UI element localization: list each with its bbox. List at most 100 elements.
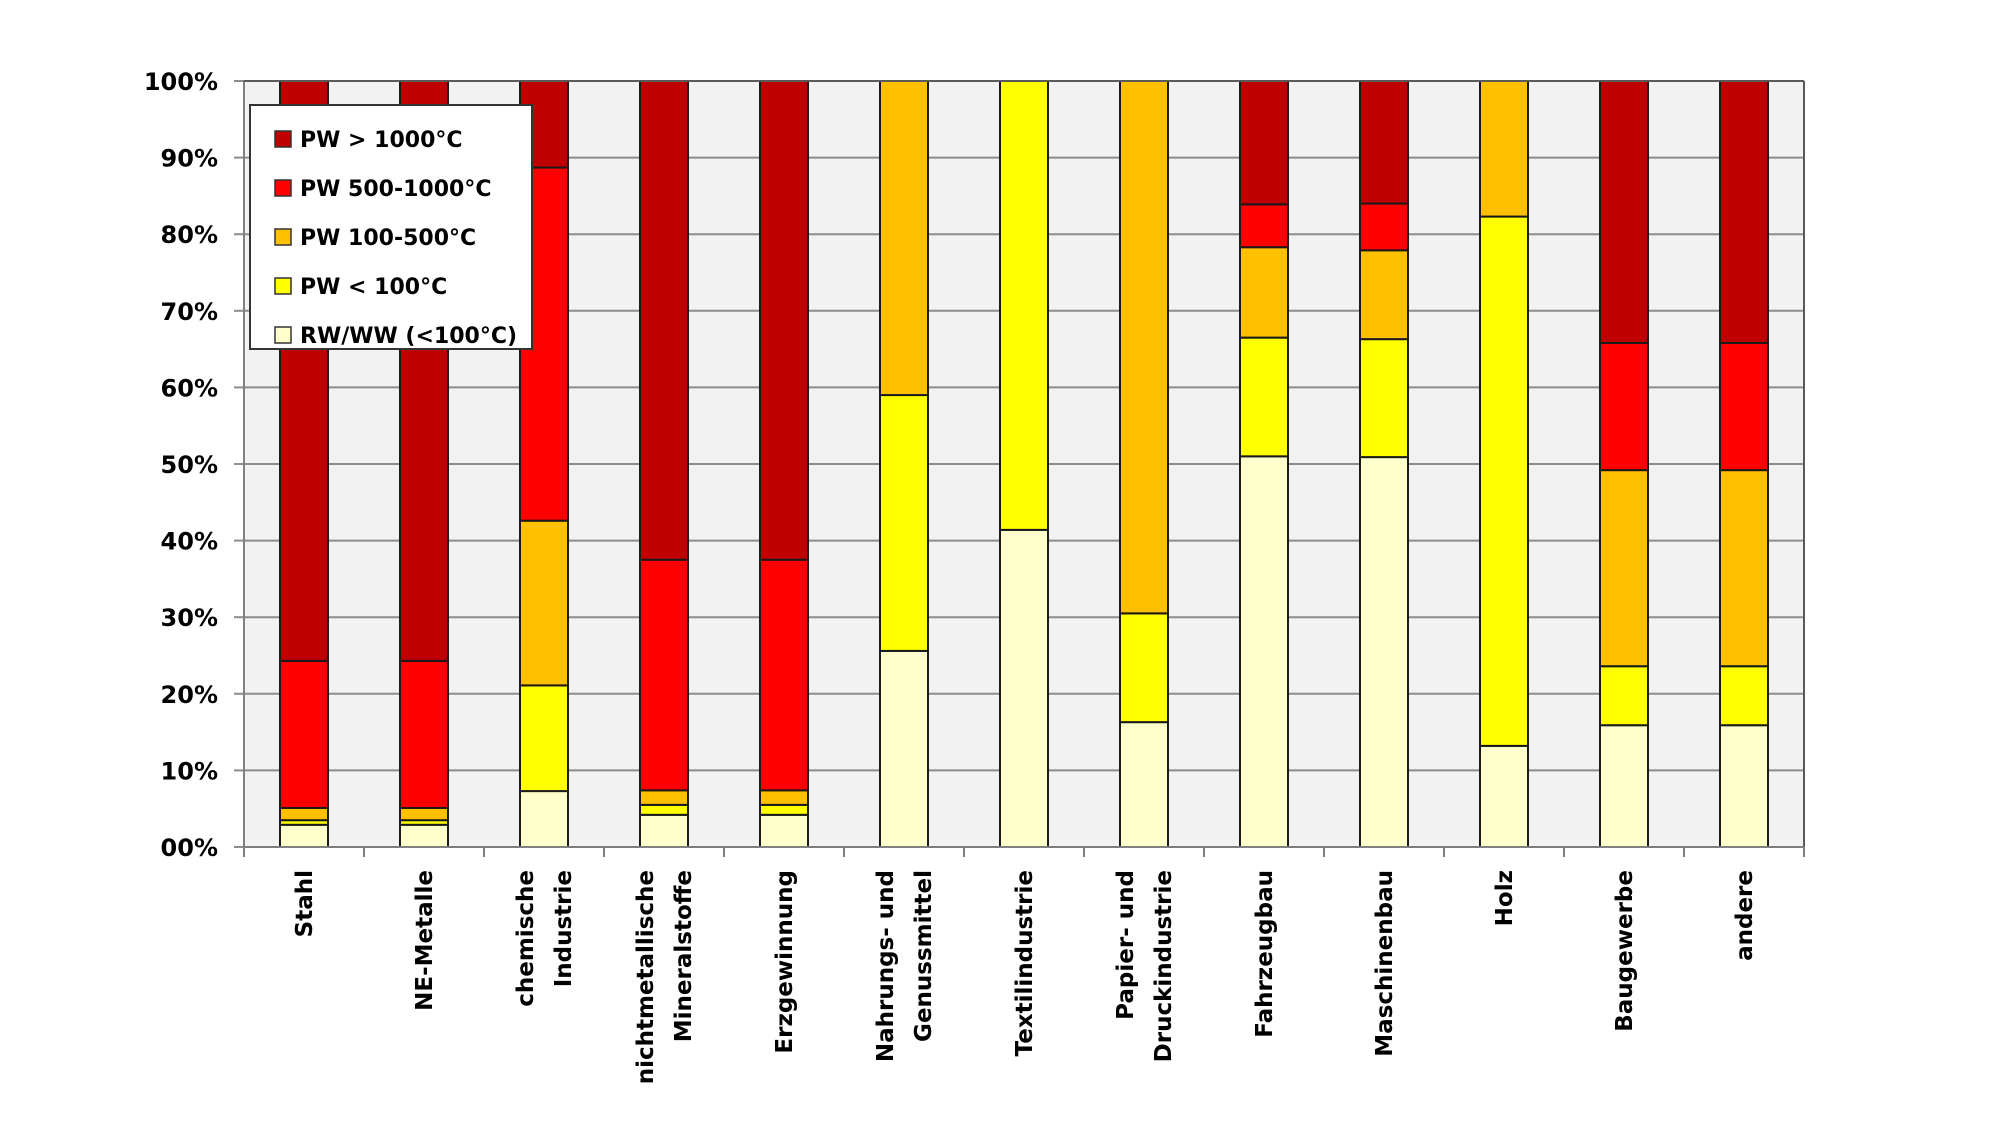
x-label-line: Fahrzeugbau [1252,870,1278,1038]
y-tick-label: 70% [161,298,218,326]
x-category-label: Maschinenbau [1372,870,1398,1057]
x-category-label: Erzgewinnung [772,870,798,1054]
legend-swatch [274,277,292,295]
x-label-line: Genussmittel [911,870,937,1042]
legend-label: PW > 1000°C [300,128,463,153]
x-category-label: Baugewerbe [1612,870,1638,1032]
legend-swatch [274,326,292,344]
bars [279,80,1769,849]
bar-stack [759,80,809,849]
bar-segment-pw-100-500-c [639,789,689,806]
bar-segment-pw-100-500-c [1599,469,1649,668]
bar-segment-rw-ww-100-c [1239,455,1289,848]
x-label-line: Erzgewinnung [772,870,798,1054]
bar-segment-pw-100-c [1719,665,1769,727]
bar-segment-pw-1000-c [1599,80,1649,344]
x-label-line: Stahl [292,870,318,937]
axes [243,80,1805,857]
x-category-label: NE-Metalle [412,870,438,1011]
bar-segment-rw-ww-100-c [1599,724,1649,848]
y-tick-label: 90% [161,145,218,173]
x-label-line: Maschinenbau [1372,870,1398,1057]
bar-segment-pw-100-c [999,80,1049,531]
bar-segment-pw-100-500-c [279,806,329,822]
bar-segment-pw-100-c [879,394,929,652]
x-label-line: chemische [513,870,539,1007]
y-tick-label: 20% [161,681,218,709]
bar-segment-pw-100-c [1119,612,1169,724]
x-label-line: Mineralstoffe [671,870,697,1042]
bar-segment-pw-100-c [1479,215,1529,747]
y-tick-label: 40% [161,528,218,556]
bar-segment-pw-100-500-c [1119,80,1169,615]
bar-segment-rw-ww-100-c [1359,456,1409,848]
x-axis-category-labels: Stahl NE-Metalle chemische Industrie nichtme… [292,870,1758,1084]
x-label-line: Papier- und [1113,870,1139,1020]
bar-segment-pw-100-c [1239,336,1289,458]
y-tick-label: 00% [161,834,218,862]
bar-stack [1479,80,1529,848]
y-tick-label: 100% [144,68,218,96]
x-category-label: Papier- und Druckindustrie [1113,870,1177,1062]
bar-segment-pw-500-1000-c [279,659,329,809]
bar-segment-pw-100-500-c [1719,469,1769,668]
legend-swatch [274,179,292,197]
x-label-line: Industrie [551,870,577,987]
bar-segment-pw-100-500-c [399,806,449,822]
y-axis-tick-labels: 00% 10% 20% 30% 40% 50% 60% 70% 80% 90% 100% [144,68,218,862]
bar-segment-pw-1000-c [759,80,809,561]
x-category-label: Textilindustrie [1012,870,1038,1056]
y-tick-label: 50% [161,451,218,479]
bar-segment-pw-100-c [1359,338,1409,459]
x-category-label: Stahl [292,870,318,937]
bar-segment-pw-100-500-c [519,519,569,687]
legend-item: RW/WW (<100°C) [274,324,517,349]
y-tick-label: 30% [161,604,218,632]
y-tick-label: 60% [161,374,218,402]
bar-segment-pw-1000-c [1359,80,1409,205]
bar-segment-rw-ww-100-c [879,649,929,848]
bar-segment-pw-100-500-c [879,80,929,397]
bar-segment-pw-500-1000-c [399,659,449,809]
legend: PW > 1000°C PW 500-1000°C PW 100-500°C PW <… [249,104,533,350]
x-label-line: Baugewerbe [1612,870,1638,1032]
bar-segment-pw-100-500-c [1359,249,1409,341]
bar-segment-rw-ww-100-c [399,823,449,849]
y-tick-label: 10% [161,757,218,785]
x-category-label: Nahrungs- und Genussmittel [873,870,937,1062]
legend-item: PW < 100°C [274,275,447,300]
bar-segment-rw-ww-100-c [1119,721,1169,849]
bar-stack [1359,80,1409,848]
bar-segment-rw-ww-100-c [279,823,329,849]
x-label-line: andere [1732,870,1758,961]
bar-segment-rw-ww-100-c [1479,744,1529,848]
x-label-line: Textilindustrie [1012,870,1038,1056]
bar-stack [879,80,929,848]
x-category-label: Fahrzeugbau [1252,870,1278,1038]
bar-stack [1119,80,1169,849]
bar-segment-pw-100-c [1599,665,1649,727]
bar-segment-pw-1000-c [639,80,689,561]
x-category-label: nichtmetallische Mineralstoffe [633,870,697,1084]
bar-segment-pw-100-500-c [1479,80,1529,218]
bar-segment-pw-100-c [639,803,689,816]
bar-segment-pw-500-1000-c [759,558,809,792]
bar-segment-pw-1000-c [1239,80,1289,206]
bar-segment-pw-100-500-c [1239,246,1289,339]
bar-stack [1719,80,1769,848]
legend-label: PW 100-500°C [300,226,476,251]
bar-segment-rw-ww-100-c [759,813,809,849]
legend-label: RW/WW (<100°C) [300,324,517,349]
x-category-label: andere [1732,870,1758,961]
x-category-label: chemische Industrie [513,870,577,1007]
bar-segment-rw-ww-100-c [999,528,1049,848]
bar-segment-rw-ww-100-c [1719,724,1769,848]
y-tick-label: 80% [161,221,218,249]
bar-stack [999,80,1049,848]
bar-segment-pw-1000-c [1719,80,1769,344]
legend-label: PW 500-1000°C [300,177,491,202]
legend-item: PW > 1000°C [274,128,463,153]
x-label-line: nichtmetallische [633,870,659,1084]
bar-segment-pw-100-c [519,684,569,793]
bar-segment-pw-100-c [759,803,809,816]
